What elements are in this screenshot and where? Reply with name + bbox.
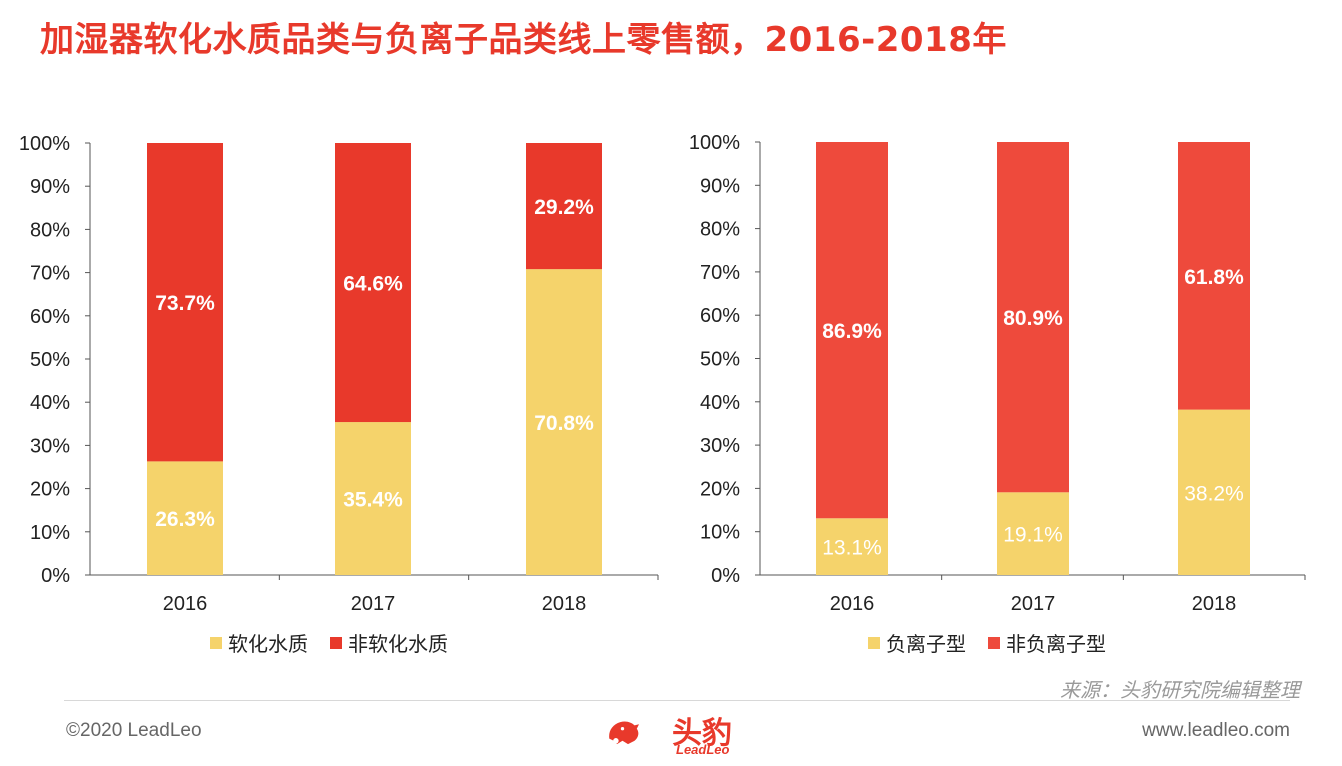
y-tick-label: 40%	[30, 392, 70, 414]
x-tick-label: 2017	[1011, 593, 1056, 615]
data-label: 19.1%	[1003, 524, 1063, 547]
bar-segment	[1178, 409, 1250, 575]
legend-swatch	[210, 636, 222, 649]
y-tick-label: 50%	[700, 349, 740, 371]
leopard-logo-icon	[609, 721, 639, 745]
logo-text: 头豹	[672, 716, 732, 751]
legend-swatch	[868, 636, 880, 649]
legend-label: 软化水质	[228, 632, 308, 656]
bar-segment	[816, 142, 888, 519]
x-tick-label: 2017	[351, 593, 396, 615]
y-tick-label: 60%	[700, 305, 740, 327]
y-tick-label: 40%	[700, 392, 740, 414]
y-tick-label: 80%	[700, 219, 740, 241]
y-tick-label: 30%	[30, 435, 70, 457]
x-tick-label: 2018	[1192, 593, 1237, 615]
bar-segment	[997, 492, 1069, 575]
logo-subtext: LeadLeo	[676, 742, 730, 757]
legend-swatch	[988, 636, 1000, 649]
y-tick-label: 80%	[30, 219, 70, 241]
bar-segment	[335, 143, 411, 423]
y-tick-label: 20%	[30, 479, 70, 501]
y-tick-label: 10%	[30, 522, 70, 544]
y-tick-label: 60%	[30, 306, 70, 328]
legend-label: 负离子型	[886, 632, 966, 656]
data-label: 61.8%	[1184, 266, 1244, 289]
y-tick-label: 0%	[711, 565, 740, 587]
data-label: 86.9%	[822, 320, 882, 343]
legend-item: 非软化水质	[330, 628, 448, 657]
bar-segment	[147, 461, 223, 575]
y-tick-label: 10%	[700, 522, 740, 544]
data-label: 80.9%	[1003, 307, 1063, 330]
y-tick-label: 20%	[700, 478, 740, 500]
website-link[interactable]: www.leadleo.com	[1142, 720, 1290, 741]
y-tick-label: 100%	[19, 133, 70, 155]
legend-item: 负离子型	[868, 628, 966, 657]
bar-segment	[335, 422, 411, 575]
data-label: 26.3%	[155, 508, 215, 531]
copyright: ©2020 LeadLeo	[66, 720, 202, 741]
y-tick-label: 50%	[30, 349, 70, 371]
y-tick-label: 90%	[700, 175, 740, 197]
page-title: 加湿器软化水质品类与负离子品类线上零售额，2016-2018年	[40, 20, 1007, 60]
legend-label: 非软化水质	[348, 632, 448, 656]
data-label: 64.6%	[343, 273, 403, 296]
legend-left: 软化水质 非软化水质	[210, 628, 470, 657]
y-tick-label: 100%	[689, 132, 740, 154]
legend-swatch	[330, 636, 342, 649]
bar-segment	[997, 142, 1069, 493]
bar-segment	[816, 518, 888, 575]
data-label: 38.2%	[1184, 482, 1244, 505]
bar-segment	[526, 143, 602, 270]
data-label: 13.1%	[822, 537, 882, 560]
data-label: 70.8%	[534, 412, 594, 435]
source-note: 来源：头豹研究院编辑整理	[1060, 678, 1300, 702]
y-tick-label: 30%	[700, 435, 740, 457]
x-tick-label: 2016	[163, 593, 208, 615]
y-tick-label: 70%	[700, 262, 740, 284]
bar-segment	[1178, 142, 1250, 410]
bar-segment	[147, 143, 223, 462]
x-tick-label: 2018	[542, 593, 587, 615]
legend-right: 负离子型 非负离子型	[868, 628, 1128, 657]
bar-segment	[526, 269, 602, 575]
legend-item: 软化水质	[210, 628, 308, 657]
y-tick-label: 0%	[41, 565, 70, 587]
legend-label: 非负离子型	[1006, 632, 1106, 656]
y-tick-label: 90%	[30, 176, 70, 198]
y-tick-label: 70%	[30, 263, 70, 285]
footer-divider	[64, 700, 1290, 701]
legend-item: 非负离子型	[988, 628, 1106, 657]
data-label: 73.7%	[155, 292, 215, 315]
x-tick-label: 2016	[830, 593, 875, 615]
data-label: 35.4%	[343, 489, 403, 512]
data-label: 29.2%	[534, 196, 594, 219]
